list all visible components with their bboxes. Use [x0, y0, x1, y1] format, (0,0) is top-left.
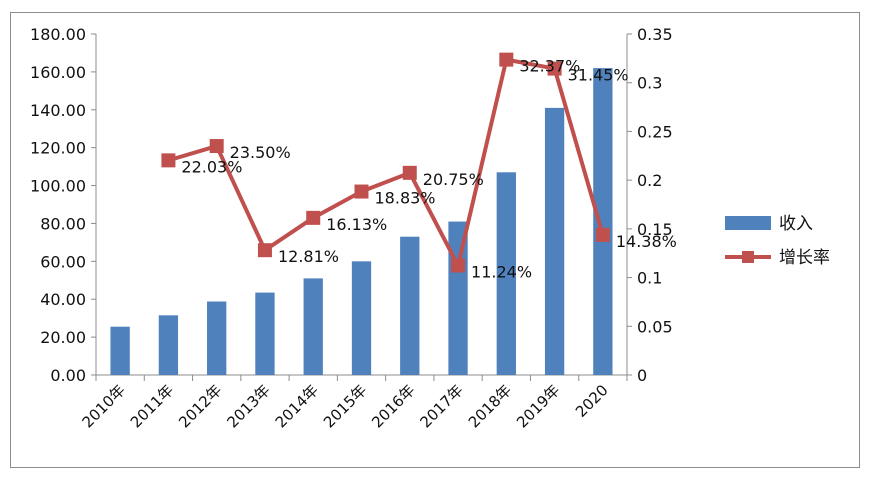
growth-data-label: 11.24%: [471, 262, 532, 281]
right-tick-label: 0.15: [637, 220, 673, 239]
legend-swatch-marker: [742, 251, 754, 263]
x-category-label: 2018年: [465, 381, 515, 431]
growth-marker: [595, 227, 610, 242]
x-category-label: 2015年: [320, 381, 370, 431]
left-tick-label: 100.00: [30, 177, 86, 196]
growth-data-label: 14.38%: [616, 232, 677, 251]
right-tick-label: 0.1: [637, 269, 662, 288]
bar: [303, 278, 323, 375]
bar: [158, 315, 179, 375]
bar: [593, 68, 613, 375]
line-series-增长率: [161, 52, 610, 273]
x-category-label: 2010年: [79, 381, 129, 431]
growth-data-label: 31.45%: [568, 66, 629, 85]
growth-data-label: 20.75%: [423, 170, 484, 189]
data-labels: 22.03%23.50% 12.81% 16.13% 18.83%20.75% 11.2…: [181, 57, 676, 282]
x-category-label: 2011年: [127, 381, 177, 431]
left-tick-label: 0.00: [50, 366, 86, 385]
bar: [351, 261, 372, 375]
right-tick-label: 0.05: [637, 317, 673, 336]
left-tick-label: 80.00: [40, 214, 86, 233]
growth-marker: [306, 210, 321, 225]
bar: [496, 172, 516, 375]
legend-label-bar: 收入: [779, 214, 813, 234]
x-category-label: 2020: [572, 381, 612, 421]
growth-marker: [547, 61, 562, 76]
right-tick-label: 0: [637, 366, 647, 385]
x-category-label: 2014年: [272, 381, 322, 431]
legend-swatch-bar: [725, 216, 771, 230]
x-category-label: 2017年: [417, 381, 467, 431]
bar-series-收入: [110, 68, 613, 375]
left-tick-label: 120.00: [30, 139, 86, 158]
bar: [110, 326, 130, 375]
growth-marker: [161, 153, 176, 168]
chart-frame: 0.00 20.00 40.00 60.00 80.00 100.00 120.00 140.…: [10, 12, 860, 468]
right-tick-label: 0.25: [637, 122, 673, 141]
growth-marker: [257, 243, 272, 258]
growth-marker: [402, 165, 417, 180]
x-category-label: 2019年: [513, 381, 563, 431]
growth-data-label: 12.81%: [278, 247, 339, 266]
growth-data-label: 23.50%: [230, 143, 291, 162]
x-category-label: 2013年: [223, 381, 273, 431]
left-tick-label: 140.00: [30, 101, 86, 120]
left-tick-label: 160.00: [30, 63, 86, 82]
growth-data-label: 32.37%: [519, 57, 580, 76]
bar: [400, 236, 420, 375]
left-tick-label: 40.00: [40, 290, 86, 309]
right-tick-label: 0.35: [637, 25, 673, 44]
left-tick-label: 60.00: [40, 252, 86, 271]
right-tick-label: 0.2: [637, 171, 662, 190]
growth-marker: [354, 184, 369, 199]
growth-marker: [499, 52, 514, 67]
growth-data-label: 18.83%: [375, 189, 436, 208]
left-tick-label: 180.00: [30, 25, 86, 44]
right-tick-label: 0.3: [637, 74, 662, 93]
legend-label-line: 增长率: [779, 248, 830, 268]
growth-marker: [209, 139, 224, 154]
combo-chart: 0.00 20.00 40.00 60.00 80.00 100.00 120.00 140.…: [30, 25, 830, 431]
bar: [544, 107, 565, 375]
x-category-label: 2012年: [175, 381, 225, 431]
growth-marker: [451, 258, 466, 273]
bar: [255, 292, 275, 375]
x-category-label: 2016年: [368, 381, 418, 431]
growth-data-label: 16.13%: [326, 215, 387, 234]
bar: [207, 301, 227, 375]
growth-line: [167, 57, 605, 268]
left-tick-label: 20.00: [40, 328, 86, 347]
growth-data-label: 22.03%: [181, 157, 242, 176]
